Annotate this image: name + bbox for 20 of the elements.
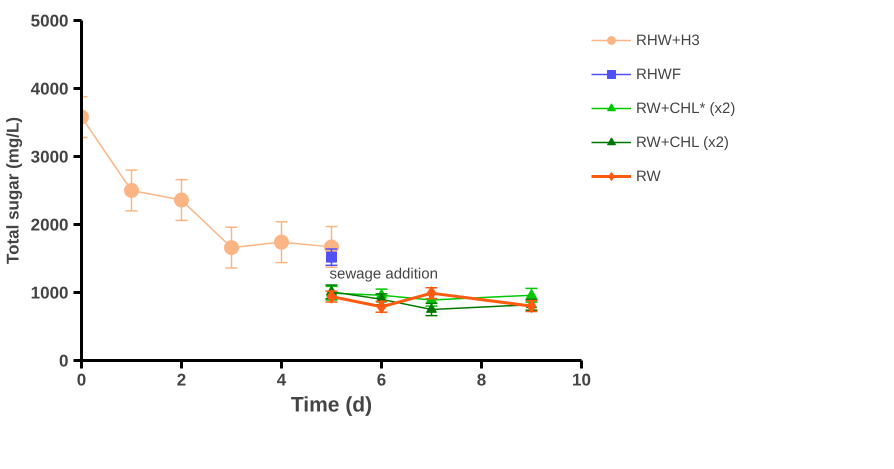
y-tick-label: 3000	[30, 148, 69, 166]
x-tick-label: 2	[176, 370, 186, 390]
x-tick-label: 4	[276, 370, 287, 390]
x-tick-label: 0	[76, 370, 86, 390]
x-axis-title: Time (d)	[290, 394, 372, 416]
y-tick-label: 2000	[30, 216, 69, 234]
x-tick-label: 8	[476, 370, 486, 390]
y-tick-label: 4000	[30, 80, 69, 98]
y-tick-label: 0	[59, 352, 69, 370]
legend-label: RW	[636, 168, 661, 184]
legend-label: RHW+H3	[636, 32, 700, 48]
y-axis-title: Total sugar (mg/L)	[4, 116, 23, 264]
y-tick-label: 1000	[30, 284, 69, 302]
y-tick-label: 5000	[30, 12, 69, 30]
x-tick-label: 10	[572, 370, 591, 390]
legend-label: RHWF	[636, 66, 681, 82]
annotation: sewage addition	[330, 266, 438, 282]
legend-label: RW+CHL (x2)	[636, 134, 729, 150]
legend-label: RW+CHL* (x2)	[636, 100, 736, 116]
x-tick-label: 6	[376, 370, 386, 390]
